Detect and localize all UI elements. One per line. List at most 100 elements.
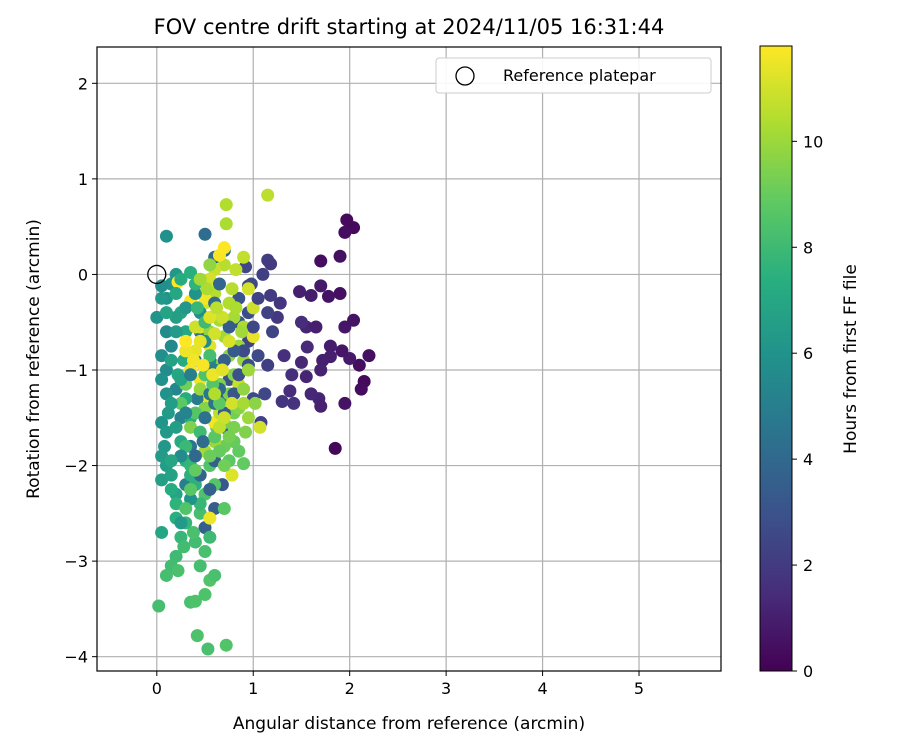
data-point bbox=[169, 497, 183, 511]
data-point bbox=[174, 272, 188, 286]
data-point bbox=[193, 272, 207, 286]
data-point bbox=[159, 325, 173, 339]
data-point bbox=[314, 279, 328, 293]
data-point bbox=[294, 355, 308, 369]
data-point bbox=[208, 387, 222, 401]
data-point bbox=[239, 425, 253, 439]
data-point bbox=[261, 188, 275, 202]
data-point bbox=[193, 334, 207, 348]
y-tick-label: 0 bbox=[78, 265, 88, 284]
data-point bbox=[208, 568, 222, 582]
data-point bbox=[159, 425, 173, 439]
data-point bbox=[237, 396, 251, 410]
x-tick-label: 0 bbox=[152, 679, 162, 698]
data-point bbox=[208, 327, 222, 341]
legend-label: Reference platepar bbox=[503, 66, 656, 85]
data-point bbox=[196, 435, 210, 449]
data-point bbox=[293, 285, 307, 299]
legend-marker-icon bbox=[455, 66, 475, 86]
data-point bbox=[314, 254, 328, 268]
data-point bbox=[179, 334, 193, 348]
y-tick-label: −2 bbox=[64, 457, 88, 476]
data-point bbox=[155, 349, 169, 363]
data-point bbox=[164, 353, 178, 367]
data-point bbox=[171, 564, 185, 578]
colorbar-tick-label: 2 bbox=[803, 556, 813, 575]
data-point bbox=[333, 249, 347, 263]
data-point bbox=[188, 463, 202, 477]
data-point bbox=[229, 301, 243, 315]
data-point bbox=[251, 349, 265, 363]
plot-frame bbox=[96, 46, 722, 672]
data-point bbox=[159, 229, 173, 243]
data-point bbox=[283, 384, 297, 398]
data-point bbox=[196, 358, 210, 372]
data-point bbox=[314, 363, 328, 377]
y-tick-label: 2 bbox=[78, 74, 88, 93]
data-point bbox=[287, 396, 301, 410]
data-point bbox=[203, 349, 217, 363]
data-point bbox=[321, 289, 335, 303]
data-point bbox=[169, 325, 183, 339]
data-point bbox=[251, 291, 265, 305]
data-point bbox=[225, 282, 239, 296]
data-point bbox=[169, 310, 183, 324]
data-point bbox=[362, 349, 376, 363]
data-point bbox=[294, 315, 308, 329]
data-point bbox=[299, 370, 313, 384]
data-point bbox=[164, 468, 178, 482]
data-point bbox=[217, 502, 231, 516]
data-point bbox=[237, 344, 251, 358]
data-point bbox=[222, 334, 236, 348]
data-point bbox=[152, 599, 166, 613]
data-point bbox=[198, 588, 212, 602]
data-point bbox=[237, 457, 251, 471]
data-point bbox=[304, 288, 318, 302]
data-point bbox=[179, 502, 193, 516]
y-tick-label: −1 bbox=[64, 361, 88, 380]
data-point bbox=[188, 594, 202, 608]
data-point bbox=[304, 387, 318, 401]
data-point bbox=[159, 568, 173, 582]
data-point bbox=[190, 301, 204, 315]
data-point bbox=[235, 325, 249, 339]
data-point bbox=[241, 282, 255, 296]
y-axis-label: Rotation from reference (arcmin) bbox=[24, 219, 44, 499]
x-axis-label: Angular distance from reference (arcmin) bbox=[233, 714, 585, 734]
data-point bbox=[264, 288, 278, 302]
data-point bbox=[261, 306, 275, 320]
data-point bbox=[198, 227, 212, 241]
data-point bbox=[174, 516, 188, 530]
data-point bbox=[237, 382, 251, 396]
data-point bbox=[193, 559, 207, 573]
data-point bbox=[203, 310, 217, 324]
data-point bbox=[323, 339, 337, 353]
data-point bbox=[155, 291, 169, 305]
data-point bbox=[184, 266, 198, 280]
data-point bbox=[210, 301, 224, 315]
data-point bbox=[246, 330, 260, 344]
colorbar: 0 2 4 6 8 10 Hours from first FF file bbox=[759, 45, 861, 681]
data-point bbox=[232, 368, 246, 382]
data-point bbox=[328, 441, 342, 455]
data-point bbox=[200, 282, 214, 296]
x-tick-label: 5 bbox=[634, 679, 644, 698]
data-point bbox=[174, 449, 188, 463]
data-point bbox=[347, 313, 361, 327]
data-point bbox=[155, 373, 169, 387]
data-point bbox=[237, 250, 251, 264]
data-point bbox=[150, 310, 164, 324]
colorbar-label: Hours from first FF file bbox=[841, 264, 861, 454]
data-point bbox=[217, 459, 231, 473]
data-point bbox=[273, 296, 287, 310]
data-point bbox=[219, 638, 233, 652]
data-point bbox=[215, 310, 229, 324]
data-point bbox=[186, 353, 200, 367]
data-point bbox=[300, 340, 314, 354]
data-point bbox=[186, 525, 200, 539]
data-point bbox=[155, 525, 169, 539]
data-point bbox=[193, 382, 207, 396]
data-point bbox=[164, 482, 178, 496]
data-point bbox=[169, 420, 183, 434]
